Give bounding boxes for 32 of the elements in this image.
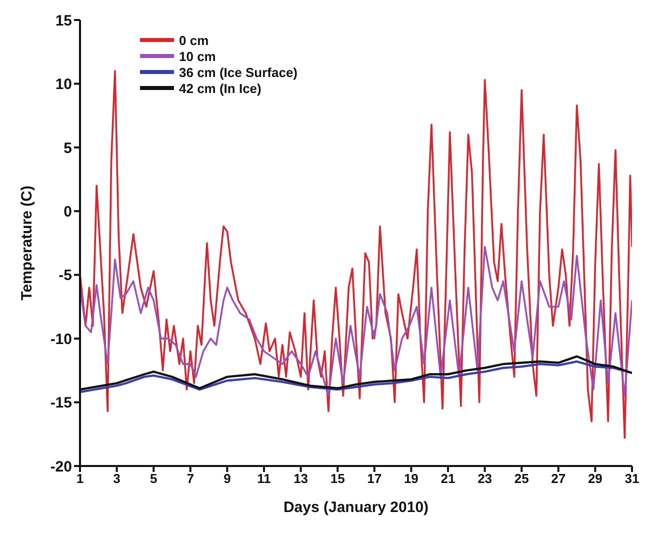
legend-label: 0 cm: [179, 32, 209, 48]
x-tick-label: 31: [624, 471, 640, 486]
legend-label: 10 cm: [179, 48, 216, 64]
x-tick-label: 9: [224, 471, 231, 486]
legend-label: 42 cm (In Ice): [179, 80, 262, 96]
y-tick-label: -15: [50, 394, 72, 412]
line-series: [80, 246, 632, 397]
x-tick-label: 11: [257, 471, 271, 486]
line-series: [80, 360, 632, 394]
x-tick-label: 19: [404, 471, 418, 486]
x-tick-label: 17: [367, 471, 382, 486]
y-tick-label: -20: [50, 458, 72, 476]
y-tick-label: 0: [64, 203, 72, 220]
legend-label: 36 cm (Ice Surface): [179, 64, 298, 80]
x-tick-label: 29: [588, 471, 602, 486]
x-tick-label: 7: [186, 471, 194, 486]
y-tick-label: -10: [50, 330, 72, 348]
y-axis-title: Temperature (C): [18, 186, 36, 300]
x-tick-label: 21: [440, 471, 456, 486]
x-tick-label: 1: [76, 471, 84, 486]
x-tick-label: 27: [551, 471, 566, 486]
x-tick-label: 15: [330, 471, 345, 486]
y-tick-label: 10: [55, 76, 72, 94]
x-axis-title: Days (January 2010): [283, 499, 429, 516]
x-tick-label: 5: [150, 471, 158, 486]
x-tick-label: 13: [294, 471, 308, 486]
x-tick-label: 3: [113, 471, 120, 486]
y-tick-label: -5: [58, 267, 72, 284]
y-tick-label: 15: [55, 12, 72, 30]
y-tick-label: 5: [64, 140, 72, 157]
x-tick-label: 25: [514, 471, 529, 486]
x-tick-label: 23: [478, 471, 492, 486]
